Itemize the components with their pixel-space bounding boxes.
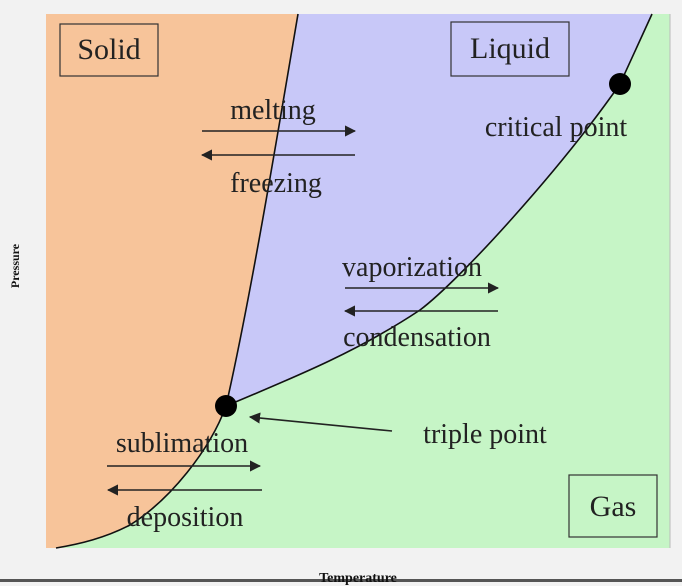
condensation-label: condensation (343, 322, 491, 353)
triple-point-pointer (248, 412, 393, 432)
gas-label-box (568, 474, 658, 538)
gas-label: Gas (590, 490, 637, 523)
deposition-label: deposition (127, 502, 244, 533)
sublimation-label: sublimation (116, 428, 248, 459)
solid-label: Solid (77, 33, 140, 66)
critical-point-marker (609, 73, 631, 95)
liquid-label-box (450, 21, 570, 77)
bottom-divider (0, 579, 682, 582)
vaporization-label: vaporization (342, 252, 482, 283)
freezing-label: freezing (230, 168, 322, 199)
solid-region (46, 14, 298, 548)
melting-curve (225, 13, 299, 407)
liquid-label: Liquid (470, 32, 550, 65)
y-axis-label: Pressure (8, 243, 22, 288)
triple-point-label: triple point (423, 419, 547, 450)
melting-label: melting (230, 95, 316, 126)
liquid-region (226, 14, 652, 406)
sublimation-curve (55, 405, 227, 549)
vaporization-curve (225, 13, 653, 407)
critical-point-label: critical point (485, 112, 628, 143)
solid-label-box (59, 23, 159, 77)
triple-point-marker (215, 395, 237, 417)
x-axis-label: Temperature (319, 571, 397, 586)
